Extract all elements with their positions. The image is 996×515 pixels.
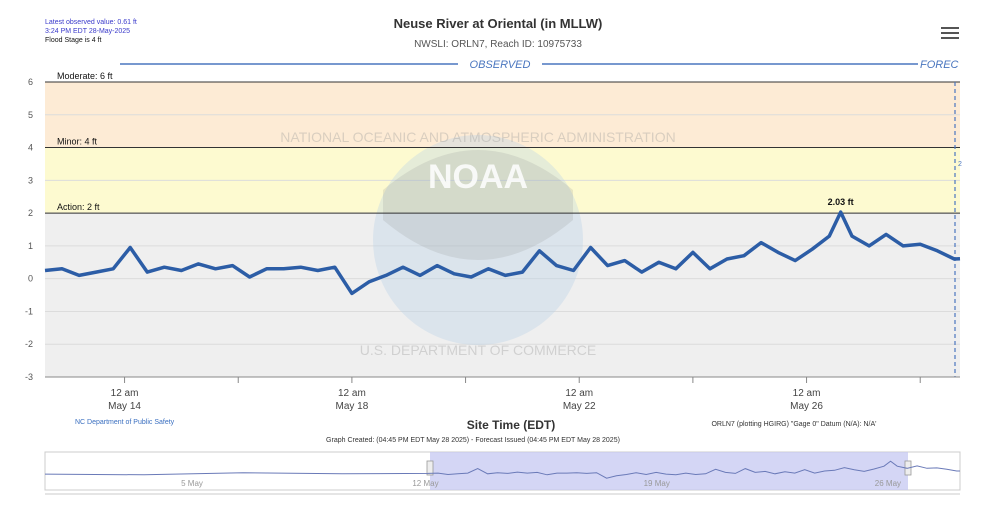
plot-background <box>45 213 960 377</box>
x-tick-label: May 14 <box>108 401 141 412</box>
credit-right: ORLN7 (plotting HGIRG) "Gage 0" Datum (N… <box>711 421 876 428</box>
threshold-label: Moderate: 6 ft <box>57 71 113 81</box>
y-tick-label: -2 <box>25 339 33 349</box>
noaa-watermark-top-text: NATIONAL OCEANIC AND ATMOSPHERIC ADMINIS… <box>280 129 675 145</box>
chart-title: Neuse River at Oriental (in MLLW) <box>393 16 603 31</box>
latest-observed-info: Latest observed value: 0.61 ft 3:24 PM E… <box>45 18 137 45</box>
observed-label: OBSERVED <box>470 59 531 71</box>
y-tick-label: -3 <box>25 372 33 382</box>
x-tick-label: 12 am <box>111 388 139 399</box>
hamburger-menu-icon[interactable] <box>938 24 962 42</box>
y-tick-label: 5 <box>28 110 33 120</box>
x-tick-label: 12 am <box>338 388 366 399</box>
noaa-watermark-circle <box>373 135 583 345</box>
flood-right-mark: 2 <box>958 161 962 168</box>
graph-created-note: Graph Created: (04:45 PM EDT May 28 2025… <box>326 437 620 444</box>
x-axis-title: Site Time (EDT) <box>467 418 555 432</box>
x-tick-label: 12 am <box>565 388 593 399</box>
latest-observed-value: Latest observed value: 0.61 ft <box>45 19 137 26</box>
y-tick-label: -1 <box>25 306 33 316</box>
y-tick-label: 3 <box>28 175 33 185</box>
navigator-date-label: 26 May <box>875 479 901 488</box>
observed-series-line <box>44 210 961 296</box>
noaa-watermark-text: NOAA <box>428 158 528 196</box>
chart-subtitle: NWSLI: ORLN7, Reach ID: 10975733 <box>414 39 582 50</box>
x-tick-label: 12 am <box>793 388 821 399</box>
y-tick-label: 0 <box>28 274 33 284</box>
navigator-date-label: 19 May <box>644 479 670 488</box>
peak-data-label: 2.03 ft <box>828 197 854 207</box>
threshold-label: Action: 2 ft <box>57 202 100 212</box>
navigator-date-label: 5 May <box>181 479 203 488</box>
latest-observed-time: 3:24 PM EDT 28-May-2025 <box>45 28 131 35</box>
noaa-watermark-bottom-text: U.S. DEPARTMENT OF COMMERCE <box>360 342 596 358</box>
navigator-left-handle <box>426 460 434 476</box>
navigator-date-label: 12 May <box>412 479 438 488</box>
x-tick-label: May 18 <box>335 401 368 412</box>
forecast-label: FOREC <box>920 59 959 71</box>
noaa-watermark-bird <box>383 150 573 260</box>
navigator-series-line <box>44 460 960 479</box>
x-tick-label: May 22 <box>563 401 596 412</box>
y-tick-label: 2 <box>28 208 33 218</box>
y-tick-label: 4 <box>28 143 33 153</box>
flood-stage-text: Flood Stage is 4 ft <box>45 37 102 44</box>
threshold-label: Minor: 4 ft <box>57 137 98 147</box>
credit-left: NC Department of Public Safety <box>75 419 175 426</box>
y-tick-label: 1 <box>28 241 33 251</box>
y-tick-label: 6 <box>28 77 33 87</box>
x-tick-label: May 26 <box>790 401 823 412</box>
